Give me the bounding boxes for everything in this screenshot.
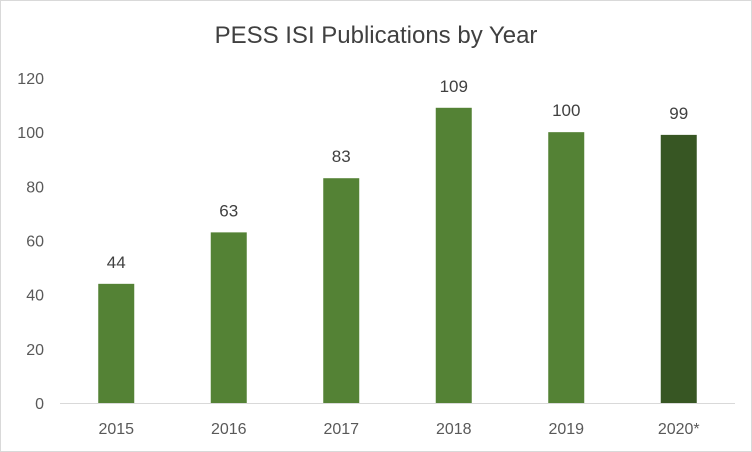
bar: [660, 134, 697, 403]
data-label: 99: [669, 104, 688, 123]
x-tick-label: 2017: [323, 421, 359, 438]
y-axis: 0 20 40 60 80 100 120: [17, 71, 44, 413]
x-tick-label: 2019: [548, 421, 584, 438]
data-label: 100: [552, 101, 580, 120]
y-tick-label: 40: [26, 288, 44, 305]
y-tick-label: 120: [17, 71, 44, 88]
x-tick-label: 2020*: [658, 421, 700, 438]
data-label: 63: [219, 201, 238, 220]
bars: [98, 107, 697, 404]
y-tick-label: 0: [35, 396, 44, 413]
bar: [98, 283, 135, 403]
x-tick-label: 2018: [436, 421, 472, 438]
x-axis: 2015 2016 2017 2018 2019 2020*: [98, 421, 699, 438]
data-labels: 44 63 83 109 100 99: [107, 77, 688, 272]
bar: [548, 132, 585, 403]
chart-title: PESS ISI Publications by Year: [214, 22, 538, 49]
x-tick-label: 2015: [98, 421, 134, 438]
bar: [210, 232, 247, 403]
y-tick-label: 100: [17, 125, 44, 142]
y-tick-label: 20: [26, 342, 44, 359]
bar: [435, 107, 472, 404]
y-tick-label: 60: [26, 234, 44, 251]
data-label: 83: [332, 147, 351, 166]
data-label: 109: [440, 77, 468, 96]
data-label: 44: [107, 253, 126, 272]
y-tick-label: 80: [26, 179, 44, 196]
bar: [323, 178, 360, 403]
x-tick-label: 2016: [211, 421, 247, 438]
